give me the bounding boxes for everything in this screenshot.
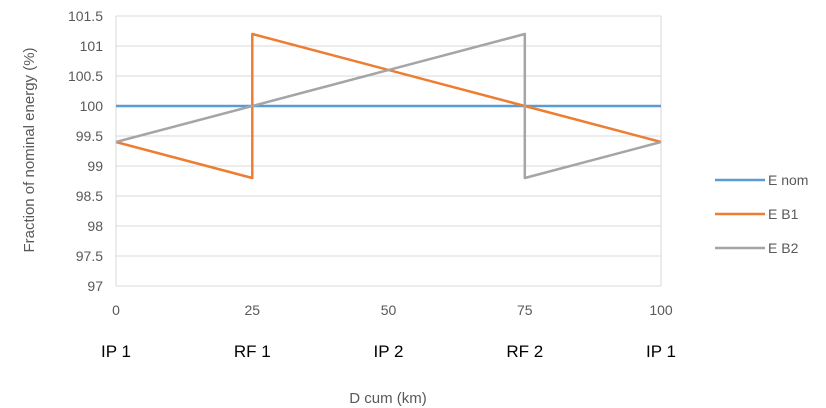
- y-tick-label: 99.5: [76, 128, 103, 144]
- series-line-e-b1: [115, 32, 662, 180]
- y-tick-label: 101: [80, 38, 104, 54]
- legend-label: E B2: [768, 240, 799, 256]
- x-category-label: RF 2: [506, 342, 543, 361]
- y-tick-label: 99: [87, 158, 103, 174]
- x-category-label: IP 2: [374, 342, 404, 361]
- x-tick-label: 100: [649, 302, 673, 318]
- y-axis-title: Fraction of nominal energy (%): [21, 47, 38, 252]
- x-category-label: IP 1: [101, 342, 131, 361]
- y-tick-label: 100: [80, 98, 104, 114]
- y-tick-label: 101.5: [68, 8, 103, 24]
- series-line-e-b2: [115, 32, 662, 180]
- x-category-label: RF 1: [234, 342, 271, 361]
- series-lines: [115, 32, 662, 180]
- gridlines: [115, 15, 662, 287]
- y-tick-labels: 97 97.5 98 98.5 99 99.5 100 100.5 101 101.5: [68, 8, 103, 294]
- x-axis-title: D cum (km): [349, 390, 427, 407]
- legend: E nom E B1 E B2: [715, 172, 808, 256]
- x-tick-label: 50: [381, 302, 397, 318]
- x-category-label: IP 1: [646, 342, 676, 361]
- legend-label: E B1: [768, 206, 799, 222]
- y-tick-label: 97.5: [76, 248, 103, 264]
- legend-label: E nom: [768, 172, 808, 188]
- x-category-labels: IP 1 RF 1 IP 2 RF 2 IP 1: [101, 342, 676, 361]
- y-tick-label: 100.5: [68, 68, 103, 84]
- y-tick-label: 97: [87, 278, 103, 294]
- x-tick-label: 0: [112, 302, 120, 318]
- x-tick-label: 75: [517, 302, 533, 318]
- x-tick-labels: 0 25 50 75 100: [112, 302, 673, 318]
- y-tick-label: 98: [87, 218, 103, 234]
- x-tick-label: 25: [244, 302, 260, 318]
- y-tick-label: 98.5: [76, 188, 103, 204]
